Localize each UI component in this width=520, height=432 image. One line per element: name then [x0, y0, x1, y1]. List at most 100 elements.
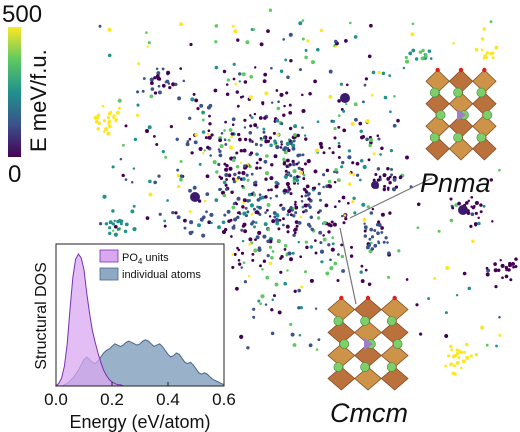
scatter-point: [501, 276, 504, 280]
scatter-point: [304, 48, 308, 52]
scatter-point: [147, 125, 152, 130]
scatter-point: [393, 94, 396, 98]
scatter-point: [447, 354, 451, 358]
scatter-point: [241, 170, 246, 176]
scatter-point: [304, 190, 309, 194]
scatter-point: [107, 119, 112, 124]
scatter-point: [457, 356, 461, 359]
scatter-point: [257, 230, 262, 235]
scatter-point: [153, 180, 157, 185]
scatter-point: [236, 104, 240, 108]
scatter-point: [322, 234, 325, 237]
scatter-point: [277, 239, 281, 243]
scatter-point: [280, 143, 283, 146]
scatter-point: [303, 203, 308, 208]
scatter-point: [114, 119, 118, 123]
scatter-point: [325, 168, 330, 173]
scatter-point: [111, 209, 115, 213]
scatter-point: [222, 180, 227, 185]
scatter-point: [133, 137, 138, 142]
scatter-point: [113, 219, 116, 223]
scatter-point: [320, 260, 324, 264]
scatter-point: [498, 315, 501, 319]
lithium-atom: [392, 339, 403, 349]
scatter-point: [445, 266, 450, 271]
scatter-point: [362, 100, 365, 104]
scatter-point: [153, 91, 158, 95]
scatter-point: [132, 227, 137, 232]
scatter-point: [224, 183, 228, 187]
scatter-point: [279, 146, 283, 149]
scatter-point: [231, 24, 235, 28]
scatter-point: [205, 174, 210, 179]
scatter-point: [236, 196, 241, 201]
scatter-point: [236, 215, 240, 220]
scatter-point: [230, 135, 234, 139]
scatter-point: [315, 348, 319, 351]
scatter-point: [370, 247, 375, 251]
scatter-point: [112, 114, 116, 118]
scatter-point: [218, 138, 222, 143]
scatter-point: [494, 45, 499, 50]
scatter-point: [288, 32, 293, 37]
scatter-point: [258, 205, 262, 210]
legend-label-atoms: individual atoms: [122, 269, 201, 281]
lithium-atom: [482, 110, 493, 120]
scatter-point: [390, 168, 394, 171]
scatter-point: [203, 199, 207, 203]
scatter-point: [372, 178, 376, 182]
scatter-point: [327, 184, 331, 188]
x-tick-label: 0.4: [156, 390, 180, 409]
scatter-point: [250, 116, 254, 120]
scatter-point: [241, 205, 245, 209]
scatter-point: [333, 126, 337, 131]
scatter-point: [119, 219, 123, 223]
scatter-point: [345, 83, 349, 87]
scatter-point: [389, 148, 394, 153]
scatter-point: [236, 38, 240, 42]
scatter-point: [327, 243, 331, 247]
scatter-point: [201, 110, 205, 114]
scatter-point: [94, 119, 99, 124]
scatter-point: [365, 119, 370, 124]
scatter-point: [218, 149, 222, 153]
scatter-point: [278, 218, 282, 222]
scatter-point-large: [458, 205, 468, 215]
scatter-point: [314, 148, 320, 153]
scatter-point: [201, 152, 205, 155]
scatter-point: [221, 220, 226, 225]
scatter-point: [301, 108, 306, 114]
scatter-point: [411, 22, 415, 26]
x-tick-label: 0.0: [44, 390, 68, 409]
scatter-point: [309, 278, 314, 283]
scatter-point: [240, 251, 245, 255]
scatter-point: [106, 131, 111, 136]
scatter-point: [231, 177, 236, 181]
scatter-point: [177, 96, 182, 101]
scatter-point: [262, 130, 266, 134]
scatter-point: [246, 199, 250, 203]
scatter-point: [213, 88, 218, 93]
scatter-point: [270, 256, 274, 260]
scatter-point: [328, 147, 331, 150]
scatter-point: [274, 184, 279, 189]
scatter-point: [117, 98, 122, 103]
scatter-point: [256, 210, 260, 215]
scatter-point: [229, 218, 233, 222]
scatter-point: [367, 54, 372, 59]
scatter-point: [294, 205, 299, 210]
scatter-point: [302, 173, 306, 177]
scatter-point: [307, 192, 311, 196]
scatter-point: [420, 56, 425, 61]
scatter-point: [460, 366, 463, 370]
scatter-point: [238, 137, 242, 142]
scatter-point: [215, 170, 219, 174]
scatter-point: [274, 282, 279, 287]
scatter-point: [232, 180, 236, 184]
scatter-point: [308, 205, 312, 209]
scatter-point: [224, 120, 227, 124]
scatter-point: [480, 48, 484, 52]
scatter-point: [273, 215, 277, 219]
scatter-point: [207, 220, 212, 225]
scatter-point: [253, 180, 258, 185]
